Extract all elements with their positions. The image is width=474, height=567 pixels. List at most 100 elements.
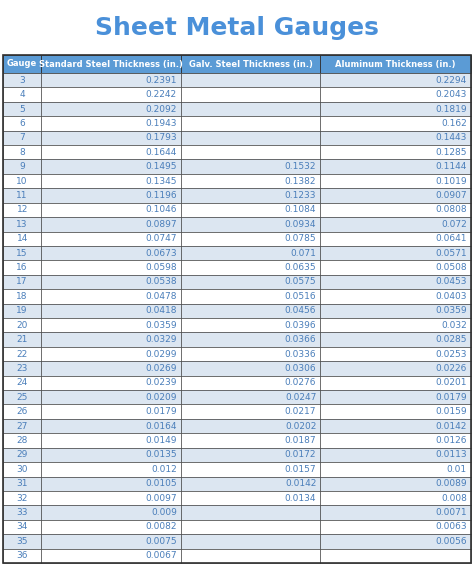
Text: 0.0217: 0.0217 [285, 407, 316, 416]
Bar [320, 491, 471, 505]
Text: 27: 27 [17, 422, 28, 430]
Text: 0.0575: 0.0575 [285, 277, 316, 286]
Bar [3, 130, 41, 145]
Bar [181, 520, 320, 534]
Text: 0.012: 0.012 [151, 465, 177, 474]
Bar [41, 130, 181, 145]
Bar [3, 361, 41, 376]
Text: 7: 7 [19, 133, 25, 142]
Text: 0.0179: 0.0179 [436, 393, 467, 402]
Text: 0.1819: 0.1819 [436, 104, 467, 113]
Bar [41, 419, 181, 433]
Bar [3, 159, 41, 174]
Text: 0.0478: 0.0478 [146, 292, 177, 301]
Bar [3, 116, 41, 130]
Bar [41, 231, 181, 246]
Bar [181, 260, 320, 275]
Bar [320, 347, 471, 361]
Bar [3, 491, 41, 505]
Text: 9: 9 [19, 162, 25, 171]
Text: 0.0269: 0.0269 [146, 364, 177, 373]
Bar [181, 549, 320, 563]
Bar [3, 520, 41, 534]
Text: 8: 8 [19, 148, 25, 156]
Text: 0.0142: 0.0142 [285, 479, 316, 488]
Bar [181, 534, 320, 549]
Text: 26: 26 [17, 407, 28, 416]
Bar [181, 188, 320, 203]
Text: 0.0747: 0.0747 [146, 234, 177, 243]
Bar [41, 289, 181, 303]
Text: 6: 6 [19, 119, 25, 128]
Bar [320, 549, 471, 563]
Bar [41, 376, 181, 390]
Text: 0.0396: 0.0396 [285, 321, 316, 329]
Text: 0.0097: 0.0097 [145, 494, 177, 503]
Bar [181, 159, 320, 174]
Bar [3, 505, 41, 520]
Bar [320, 303, 471, 318]
Text: 0.0508: 0.0508 [436, 263, 467, 272]
Text: 17: 17 [17, 277, 28, 286]
Text: 24: 24 [17, 378, 28, 387]
Text: 0.0359: 0.0359 [145, 321, 177, 329]
Text: 0.2242: 0.2242 [146, 90, 177, 99]
Text: 0.0299: 0.0299 [146, 349, 177, 358]
Text: 11: 11 [17, 191, 28, 200]
Bar [320, 318, 471, 332]
Text: 0.0113: 0.0113 [436, 450, 467, 459]
Bar [3, 332, 41, 347]
Text: 33: 33 [17, 508, 28, 517]
Bar [320, 203, 471, 217]
Text: 0.0571: 0.0571 [436, 249, 467, 257]
Text: 0.0179: 0.0179 [145, 407, 177, 416]
Text: 0.0067: 0.0067 [145, 551, 177, 560]
Bar [320, 476, 471, 491]
Bar [3, 549, 41, 563]
Text: 0.0164: 0.0164 [146, 422, 177, 430]
Bar [3, 55, 41, 73]
Text: 0.0226: 0.0226 [436, 364, 467, 373]
Bar [41, 246, 181, 260]
Bar [320, 87, 471, 102]
Text: 0.1084: 0.1084 [285, 205, 316, 214]
Bar [3, 246, 41, 260]
Text: 0.0673: 0.0673 [145, 249, 177, 257]
Bar [41, 361, 181, 376]
Text: 0.0934: 0.0934 [285, 220, 316, 229]
Text: 3: 3 [19, 76, 25, 84]
Text: 0.0089: 0.0089 [436, 479, 467, 488]
Bar [320, 505, 471, 520]
Bar [320, 433, 471, 448]
Text: 20: 20 [17, 321, 28, 329]
Bar [41, 549, 181, 563]
Text: 0.072: 0.072 [441, 220, 467, 229]
Text: 0.2294: 0.2294 [436, 76, 467, 84]
Bar [181, 491, 320, 505]
Text: 0.1196: 0.1196 [145, 191, 177, 200]
Bar [320, 231, 471, 246]
Bar [41, 390, 181, 404]
Text: 0.0105: 0.0105 [145, 479, 177, 488]
Text: 28: 28 [17, 436, 28, 445]
Text: 0.0202: 0.0202 [285, 422, 316, 430]
Bar [3, 347, 41, 361]
Text: 0.0209: 0.0209 [146, 393, 177, 402]
Text: 0.0641: 0.0641 [436, 234, 467, 243]
Text: 29: 29 [17, 450, 28, 459]
Bar [181, 289, 320, 303]
Bar [320, 116, 471, 130]
Bar [320, 376, 471, 390]
Bar [320, 145, 471, 159]
Bar [320, 260, 471, 275]
Bar [3, 188, 41, 203]
Text: 0.1233: 0.1233 [285, 191, 316, 200]
Bar [3, 390, 41, 404]
Text: 5: 5 [19, 104, 25, 113]
Bar [320, 73, 471, 87]
Text: Standard Steel Thickness (in.): Standard Steel Thickness (in.) [39, 60, 183, 69]
Text: 4: 4 [19, 90, 25, 99]
Bar [41, 534, 181, 549]
Bar [320, 520, 471, 534]
Bar [41, 347, 181, 361]
